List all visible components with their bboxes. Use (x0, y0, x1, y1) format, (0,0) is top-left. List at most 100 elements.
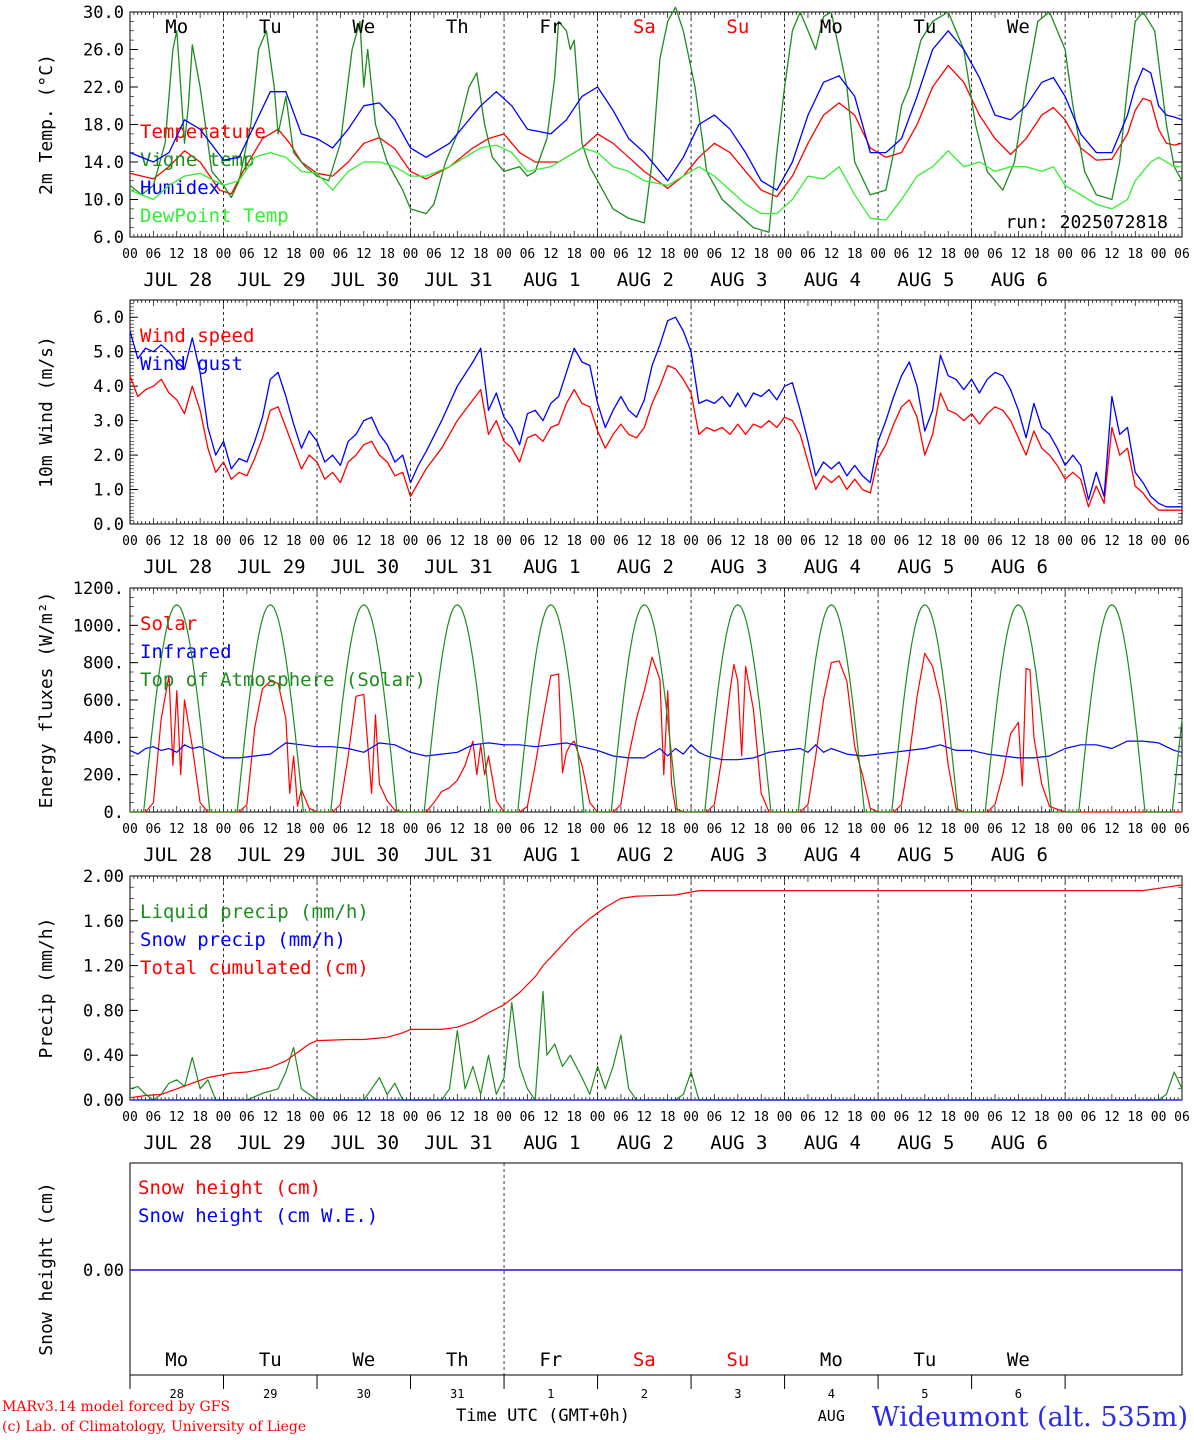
hour-tick-label: 12 (636, 1110, 652, 1125)
hour-tick-label: 12 (543, 1110, 559, 1125)
hour-tick-label: 06 (146, 822, 162, 837)
series-line (130, 652, 1182, 813)
hour-tick-label: 18 (192, 534, 208, 549)
day-label: JUL 30 (330, 269, 399, 291)
hour-tick-label: 18 (753, 247, 769, 262)
hour-tick-label: 12 (917, 247, 933, 262)
day-label: JUL 31 (424, 844, 493, 866)
hour-tick-label: 12 (1104, 822, 1120, 837)
hour-tick-label: 12 (636, 822, 652, 837)
plot-frame (129, 11, 1183, 238)
hour-tick-label: 18 (473, 822, 489, 837)
hour-tick-label: 18 (286, 534, 302, 549)
hour-tick-label: 00 (403, 534, 419, 549)
hour-tick-label: 06 (987, 822, 1003, 837)
hour-tick-label: 00 (870, 534, 886, 549)
y-axis-label: Precip (mm/h) (36, 918, 57, 1059)
hour-tick-label: 18 (940, 822, 956, 837)
hour-tick-label: 12 (169, 822, 185, 837)
hour-tick-label: 18 (753, 1110, 769, 1125)
hour-tick-label: 00 (216, 534, 232, 549)
y-axis-label: 10m Wind (m/s) (36, 336, 57, 488)
plot-frame (129, 299, 1183, 525)
y-axis-label: 2m Temp. (°C) (36, 54, 57, 195)
day-label: JUL 28 (143, 556, 212, 578)
hour-tick-label: 12 (169, 247, 185, 262)
hour-tick-label: 12 (262, 1110, 278, 1125)
hour-tick-label: 12 (543, 247, 559, 262)
weekday-label: Su (726, 1349, 749, 1371)
day-label: JUL 31 (424, 556, 493, 578)
hour-tick-label: 06 (1081, 822, 1097, 837)
weekday-label: Mo (165, 16, 188, 38)
hour-tick-label: 06 (239, 534, 255, 549)
y-tick-label: 1000. (73, 616, 124, 636)
hour-tick-label: 18 (847, 247, 863, 262)
day-label: AUG 6 (991, 1132, 1048, 1154)
hour-tick-label: 18 (660, 822, 676, 837)
hour-tick-label: 18 (660, 247, 676, 262)
legend-entry: Vigne temp (140, 149, 254, 171)
day-label: AUG 4 (804, 269, 861, 291)
hour-tick-label: 06 (800, 1110, 816, 1125)
weekday-label: Su (726, 16, 749, 38)
weekday-label: Tu (259, 1349, 282, 1371)
hour-tick-label: 00 (216, 1110, 232, 1125)
weekday-label: Tu (913, 16, 936, 38)
hour-tick-label: 06 (1174, 822, 1190, 837)
hour-tick-label: 12 (449, 247, 465, 262)
hour-tick-label: 06 (894, 1110, 910, 1125)
y-tick-label: 4.0 (93, 377, 124, 397)
model-credit: MARv3.14 model forced by GFS (2, 1399, 231, 1415)
hour-tick-label: 12 (730, 247, 746, 262)
hour-tick-label: 00 (870, 1110, 886, 1125)
hour-tick-label: 18 (379, 247, 395, 262)
series-line (130, 604, 1183, 813)
hour-tick-label: 00 (870, 822, 886, 837)
hour-tick-label: 12 (1011, 247, 1027, 262)
day-label: AUG 1 (523, 556, 580, 578)
hour-tick-label: 06 (333, 247, 349, 262)
hour-tick-label: 00 (1057, 822, 1073, 837)
hour-tick-label: 18 (379, 1110, 395, 1125)
hour-tick-label: 00 (403, 247, 419, 262)
hour-tick-label: 12 (356, 822, 372, 837)
hour-tick-label: 00 (964, 1110, 980, 1125)
hour-tick-label: 06 (894, 247, 910, 262)
y-tick-label: 200. (83, 766, 124, 786)
y-tick-label: 600. (83, 691, 124, 711)
y-tick-label: 0.00 (83, 1091, 124, 1111)
hour-tick-label: 00 (403, 1110, 419, 1125)
hour-tick-label: 18 (1127, 534, 1143, 549)
hour-tick-label: 06 (1174, 1110, 1190, 1125)
hour-tick-label: 00 (122, 822, 138, 837)
hour-tick-label: 12 (543, 822, 559, 837)
hour-tick-label: 00 (590, 247, 606, 262)
chart-panel-3: 0. 200. 400. 600. 800. 1000. 1200. Energy fluxe… (36, 579, 1190, 866)
hour-tick-label: 00 (216, 822, 232, 837)
legend-entry: DewPoint Temp (140, 205, 289, 227)
hour-tick-label: 18 (473, 1110, 489, 1125)
y-tick-label: 10.0 (83, 191, 124, 211)
hour-tick-label: 06 (333, 534, 349, 549)
hour-tick-label: 18 (566, 822, 582, 837)
hour-tick-label: 18 (847, 1110, 863, 1125)
hour-tick-label: 18 (286, 247, 302, 262)
hour-tick-label: 12 (730, 534, 746, 549)
hour-tick-label: 06 (1081, 534, 1097, 549)
run-label: run: 2025072818 (1005, 212, 1168, 233)
day-label: JUL 29 (237, 269, 306, 291)
y-tick-label: 0.0 (93, 515, 124, 535)
hour-tick-label: 06 (333, 822, 349, 837)
hour-tick-label: 00 (216, 247, 232, 262)
y-tick-label: 0.00 (83, 1261, 124, 1281)
legend-entry: Humidex (140, 177, 220, 199)
hour-tick-label: 00 (683, 822, 699, 837)
hour-tick-label: 00 (1057, 1110, 1073, 1125)
hour-tick-label: 00 (777, 534, 793, 549)
day-number-label: 5 (921, 1387, 928, 1401)
y-tick-label: 0.40 (83, 1046, 124, 1066)
hour-tick-label: 18 (192, 1110, 208, 1125)
hour-tick-label: 00 (309, 1110, 325, 1125)
